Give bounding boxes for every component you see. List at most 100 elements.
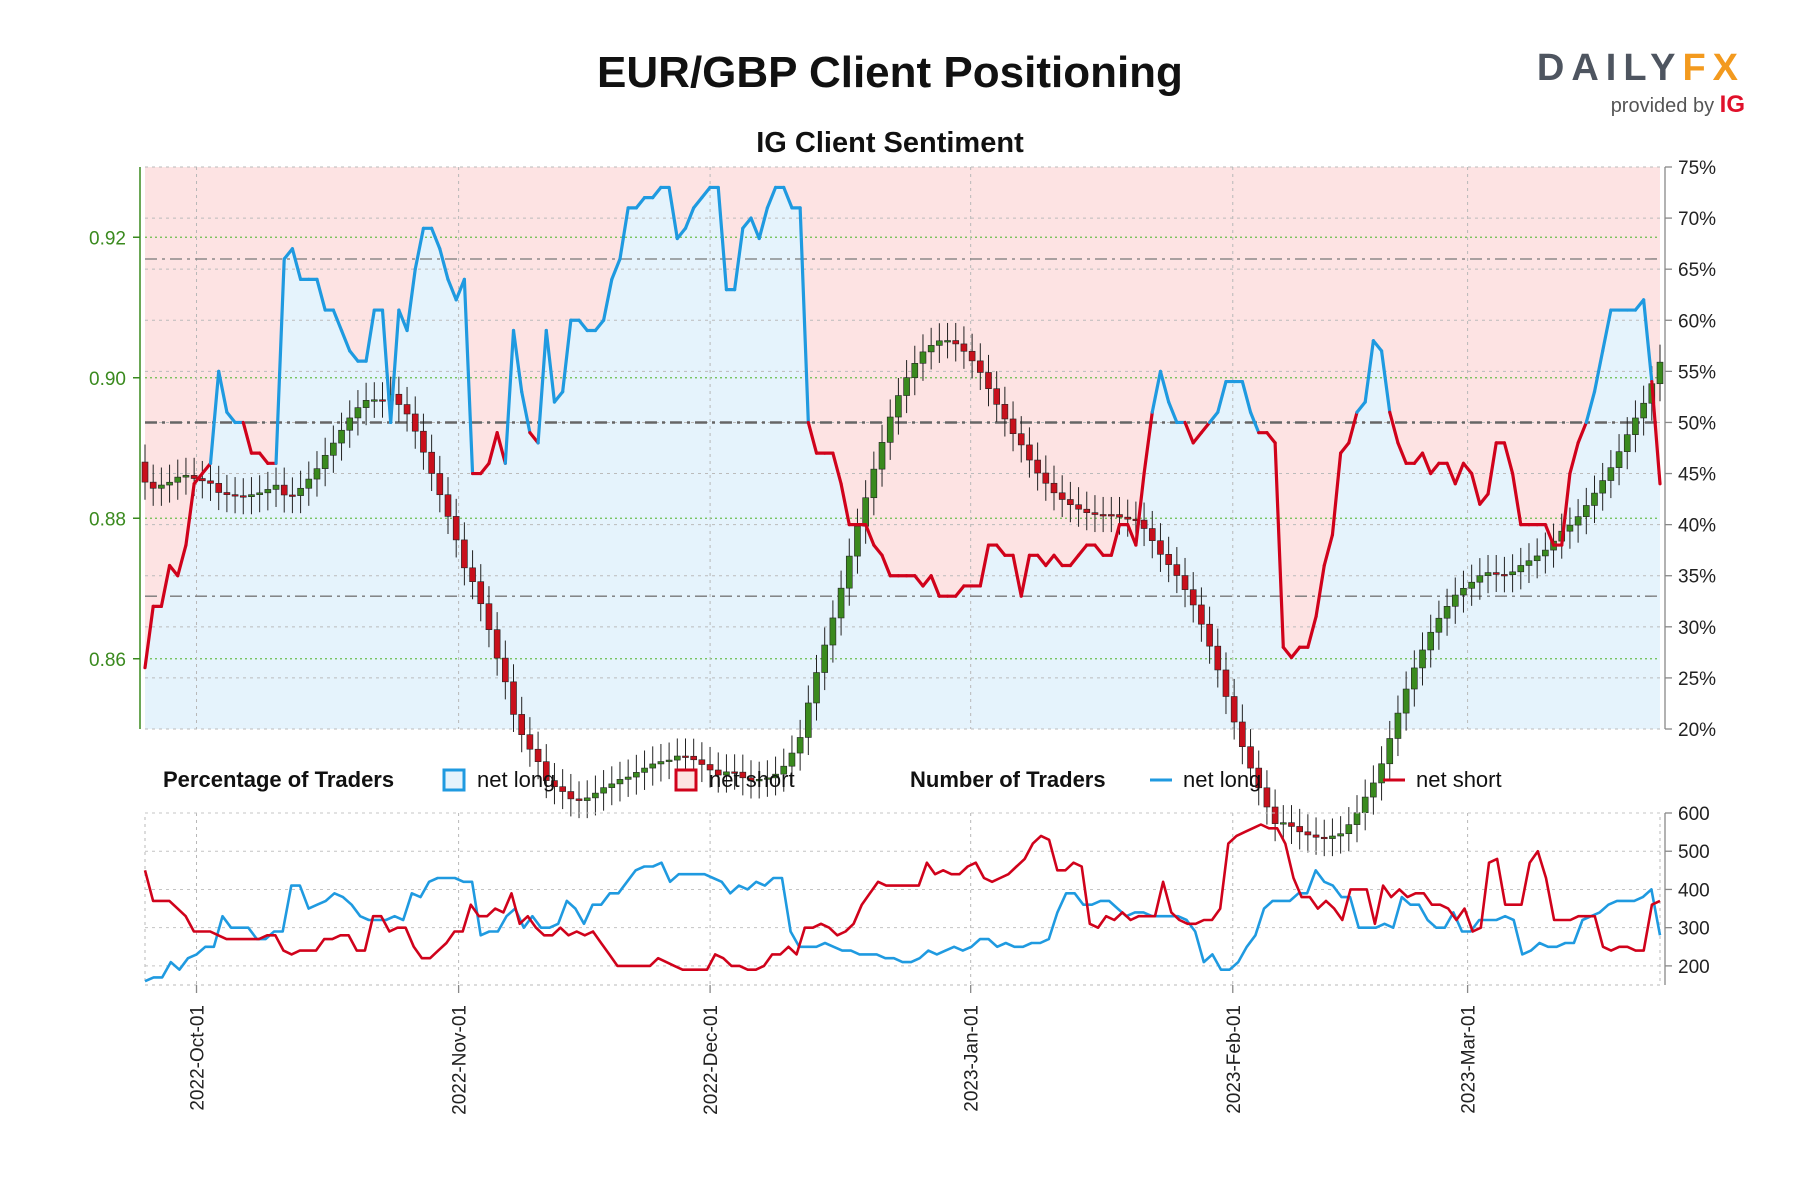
candle-body	[1353, 812, 1361, 825]
candle-body	[1263, 787, 1271, 808]
candle-body	[321, 454, 329, 469]
percent-segment	[1347, 410, 1359, 445]
percent-segment	[1248, 410, 1261, 435]
candle-body	[1640, 402, 1647, 419]
candle-body	[772, 773, 779, 779]
percent-segment	[1396, 441, 1408, 465]
percent-segment	[1199, 420, 1212, 435]
percent-segment	[1167, 400, 1179, 425]
percent-segment	[1470, 471, 1482, 506]
percent-segment	[1584, 390, 1597, 425]
percent-segment	[1142, 410, 1154, 476]
percent-segment	[921, 574, 933, 588]
x-tick-label: 2022-Dec-01	[701, 1005, 722, 1115]
candle-body	[436, 473, 444, 496]
x-tick-label: 2023-Jan-01	[962, 1005, 983, 1112]
percent-segment	[913, 574, 925, 588]
percent-segment	[511, 328, 524, 394]
candle-body	[1034, 459, 1041, 474]
candle-body	[1460, 587, 1467, 596]
percent-segment	[1330, 451, 1343, 537]
candle-body	[665, 759, 673, 762]
candle-body	[534, 748, 542, 762]
percent-segment	[1371, 339, 1384, 353]
price-tick-label: 0.86	[89, 650, 126, 671]
candle-body	[1050, 482, 1058, 494]
chart-subtitle: IG Client Sentiment	[756, 127, 1024, 159]
candle-body	[837, 587, 845, 619]
percent-segment	[1036, 553, 1048, 568]
net-long-fill	[145, 187, 1660, 729]
candle-body	[1337, 833, 1344, 837]
candle-body	[1124, 516, 1132, 520]
candle-body	[1181, 575, 1189, 590]
candle-body	[403, 404, 411, 415]
candle-body	[141, 461, 149, 483]
percent-segment	[520, 390, 532, 435]
candle-body	[444, 494, 452, 517]
candle-body	[1386, 738, 1394, 765]
candle-body	[878, 442, 886, 470]
percent-segment	[610, 257, 622, 281]
candle-body	[551, 780, 558, 788]
percent-segment	[503, 328, 516, 465]
candle-body	[1304, 831, 1312, 836]
candle-body	[903, 377, 910, 396]
candle-body	[1099, 514, 1107, 517]
candle-body	[264, 489, 272, 494]
percent-segment	[405, 267, 417, 333]
candle-body	[1157, 540, 1164, 555]
candle-body	[280, 484, 288, 496]
percent-tick-label: 70%	[1678, 209, 1716, 230]
number-tick-label: 400	[1678, 880, 1710, 901]
candle-body	[510, 681, 517, 715]
legend-number-title: Number of Traders	[910, 767, 1106, 792]
percent-segment	[430, 226, 442, 251]
candle-body	[1247, 746, 1254, 769]
x-tick-label: 2022-Nov-01	[450, 1005, 471, 1115]
price-tick-label: 0.88	[89, 509, 126, 530]
percent-segment	[1076, 543, 1089, 557]
percent-segment	[1486, 441, 1498, 496]
candle-body	[1509, 571, 1516, 576]
percent-segment	[258, 451, 270, 465]
candle-body	[297, 487, 304, 496]
percent-segment	[462, 277, 475, 476]
candle-body	[764, 777, 771, 780]
percent-segment	[438, 247, 450, 281]
candle-body	[608, 783, 616, 788]
number-tick-label: 200	[1678, 957, 1710, 978]
percent-segment	[1093, 543, 1105, 557]
percent-segment	[733, 226, 745, 292]
candle-body	[272, 484, 280, 490]
candle-body	[657, 761, 665, 765]
logo-fx: FX	[1682, 47, 1745, 89]
percent-segment	[290, 247, 303, 281]
x-tick-label: 2023-Feb-01	[1224, 1005, 1245, 1114]
candle-body	[1329, 835, 1336, 839]
percent-segment	[1420, 451, 1433, 476]
candle-body	[1623, 434, 1631, 452]
candle-body	[706, 764, 714, 771]
candle-body	[354, 407, 362, 419]
percent-segment	[757, 206, 769, 241]
percent-segment	[1109, 523, 1122, 557]
candle-body	[1042, 472, 1050, 484]
percent-segment	[1642, 298, 1654, 384]
candle-body	[1427, 631, 1435, 651]
candle-body	[952, 340, 960, 345]
percent-segment	[1355, 400, 1367, 414]
candle-body	[1632, 417, 1639, 435]
candle-body	[1001, 404, 1009, 420]
candle-body	[1607, 467, 1615, 481]
number-tick-label: 500	[1678, 842, 1710, 863]
candle-body	[641, 767, 648, 773]
candle-body	[526, 734, 534, 750]
candle-body	[477, 581, 485, 605]
percent-segment	[593, 318, 606, 333]
percent-segment	[1068, 553, 1081, 568]
candle-body	[616, 779, 624, 785]
candle-body	[207, 480, 214, 484]
candle-body	[592, 792, 599, 799]
candle-body	[330, 442, 337, 456]
